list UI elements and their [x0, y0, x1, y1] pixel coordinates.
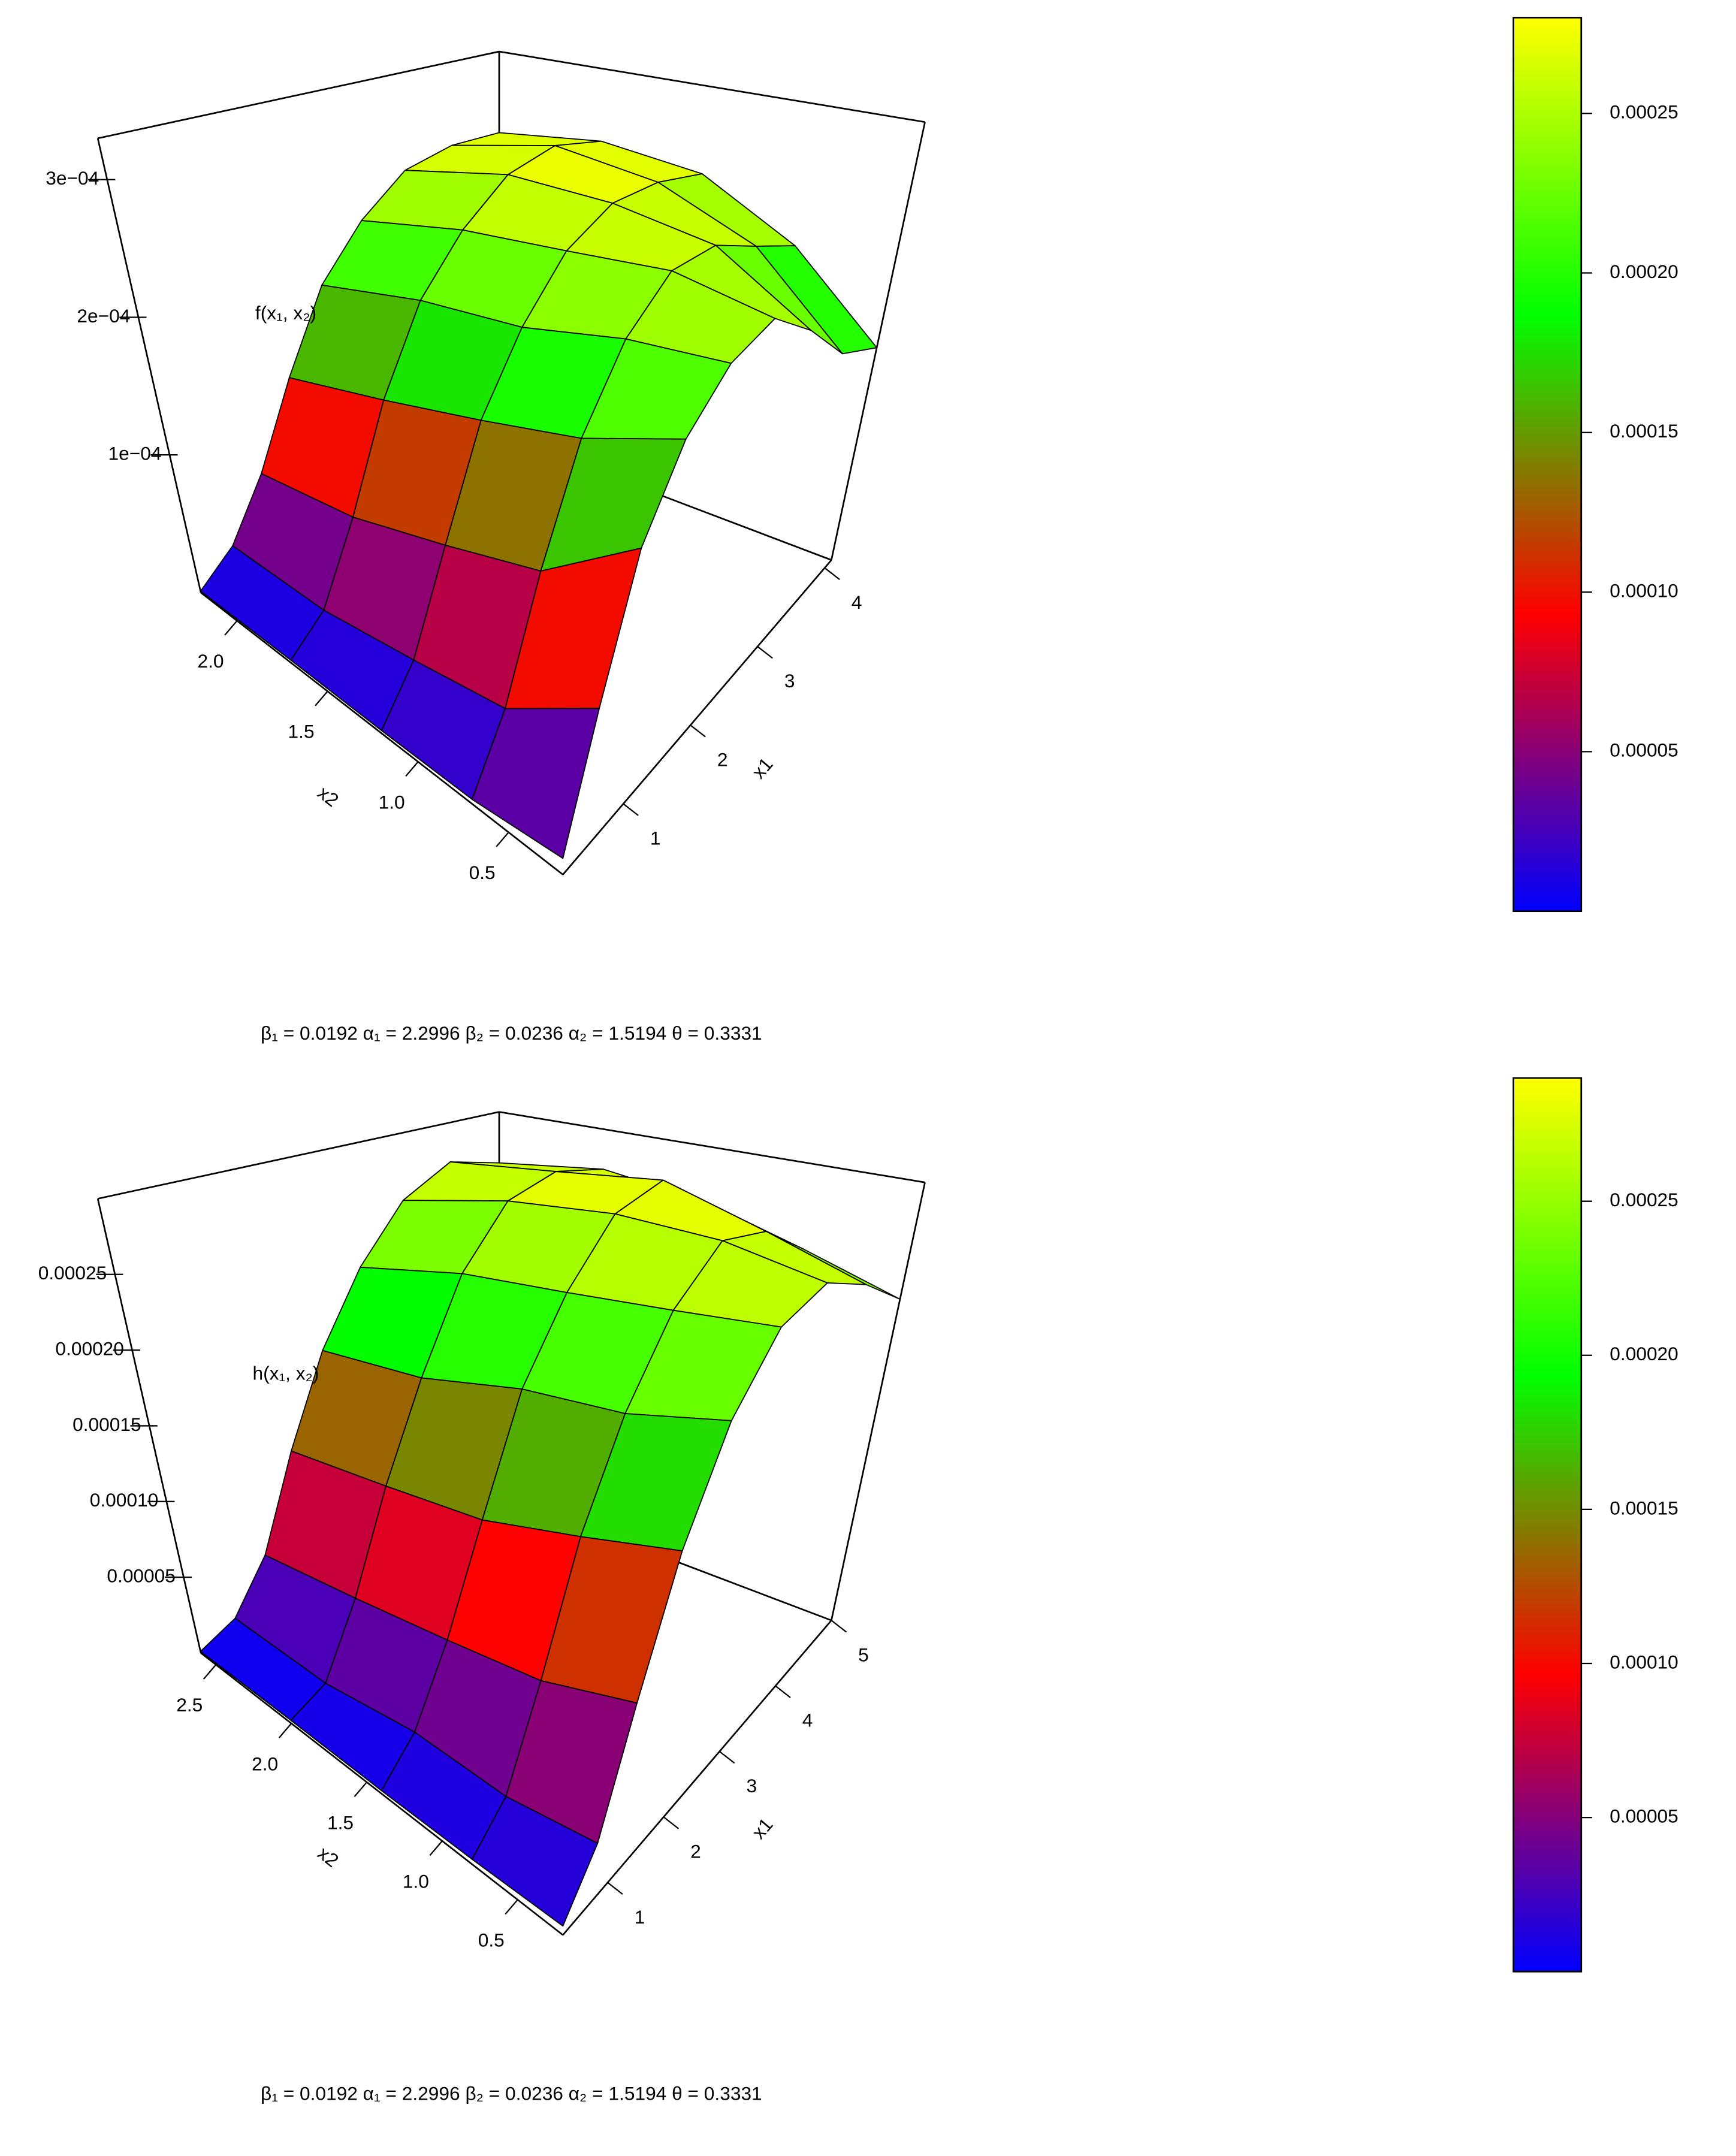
x-tick-label: 2 [717, 748, 728, 770]
box-edge [562, 559, 832, 875]
box-edge [200, 1652, 564, 1936]
z-tick-label: 0.00005 [107, 1565, 175, 1586]
x-tick-label: 4 [852, 591, 862, 613]
y-tick-label: 0.5 [478, 1929, 505, 1950]
colorbar [1512, 1077, 1583, 1973]
y-tick [496, 832, 509, 847]
x-tick [831, 1620, 847, 1633]
surface-facet [471, 1796, 599, 1927]
box-edge [96, 138, 202, 593]
box-edge [200, 591, 564, 875]
z-axis-label: f(x₁, x₂) [255, 302, 316, 324]
y-tick [405, 761, 419, 777]
box-edge [831, 122, 926, 560]
x-tick [663, 1816, 680, 1829]
y-tick-label: 1.5 [288, 721, 315, 742]
y-axis-label: x2 [314, 1842, 343, 1871]
z-tick-label: 0.00010 [90, 1489, 159, 1511]
y-tick-label: 2.0 [197, 650, 224, 672]
colorbar-tick-label: 0.00015 [1610, 1497, 1678, 1518]
colorbar-tick-label: 0.00025 [1610, 1189, 1678, 1210]
y-tick [203, 1664, 217, 1680]
y-tick [429, 1840, 443, 1856]
x-tick [757, 646, 773, 659]
y-tick [278, 1723, 292, 1738]
y-tick-label: 1.0 [403, 1870, 429, 1892]
box-edge [97, 50, 500, 140]
panel: 1 2 3 4 5 x1 0.5 1.0 1.5 2.0 2.5 x2 0.00005 0.00010 0.… [38, 1077, 1678, 2104]
colorbar [1512, 17, 1583, 913]
y-tick-label: 2.5 [176, 1694, 203, 1716]
x-tick [690, 724, 706, 738]
x-tick-label: 3 [746, 1775, 757, 1796]
colorbar-tick-label: 0.00015 [1610, 420, 1678, 442]
x-tick [719, 1751, 735, 1764]
y-tick [315, 690, 328, 706]
z-tick-label: 3e−04 [46, 167, 99, 189]
z-axis-label: h(x₁, x₂) [253, 1362, 319, 1384]
x-axis-label: x1 [748, 1814, 777, 1843]
x-tick-label: 1 [635, 1906, 645, 1928]
box-edge [499, 1111, 925, 1183]
x-tick [824, 567, 840, 581]
x-tick [607, 1882, 623, 1895]
surface-facet [472, 708, 600, 859]
x-tick-label: 3 [784, 670, 795, 692]
y-tick-label: 1.5 [327, 1811, 354, 1833]
subtitle: β₁ = 0.0192 α₁ = 2.2996 β₂ = 0.0236 α₂ =… [261, 2083, 762, 2104]
colorbar-tick-label: 0.00020 [1610, 261, 1678, 282]
z-tick-label: 0.00020 [55, 1337, 123, 1359]
x-tick-label: 5 [858, 1644, 869, 1665]
z-tick-label: 1e−04 [108, 443, 161, 464]
y-tick [354, 1781, 367, 1798]
z-tick-label: 0.00015 [73, 1414, 141, 1435]
x-tick [623, 803, 639, 816]
y-tick [224, 620, 238, 636]
y-tick-label: 0.5 [469, 862, 496, 883]
colorbar-tick-label: 0.00005 [1610, 1805, 1678, 1827]
x-axis-label: x1 [748, 753, 777, 783]
subtitle: β₁ = 0.0192 α₁ = 2.2996 β₂ = 0.0236 α₂ =… [261, 1022, 762, 1044]
box-edge [499, 50, 925, 123]
x-tick-label: 2 [690, 1840, 701, 1862]
z-tick-label: 2e−04 [77, 305, 130, 327]
x-tick [775, 1685, 791, 1698]
x-tick-label: 1 [650, 828, 661, 849]
colorbar-tick-label: 0.00025 [1610, 101, 1678, 123]
colorbar-tick-label: 0.00010 [1610, 1651, 1678, 1672]
y-tick [505, 1899, 518, 1915]
z-tick-label: 0.00025 [38, 1262, 107, 1284]
colorbar-tick-label: 0.00005 [1610, 739, 1678, 761]
y-tick-label: 2.0 [252, 1753, 278, 1774]
x-tick-label: 4 [802, 1710, 813, 1731]
y-axis-label: x2 [314, 781, 343, 811]
panel: 1 2 3 4 x1 0.5 1.0 1.5 2.0 x2 1e−04 2e−04 3e−04 f(x₁,… [46, 17, 1678, 1044]
box-edge [831, 1182, 926, 1621]
box-edge [97, 1111, 500, 1200]
colorbar-tick-label: 0.00020 [1610, 1343, 1678, 1364]
y-tick-label: 1.0 [379, 791, 405, 813]
colorbar-tick-label: 0.00010 [1610, 579, 1678, 601]
